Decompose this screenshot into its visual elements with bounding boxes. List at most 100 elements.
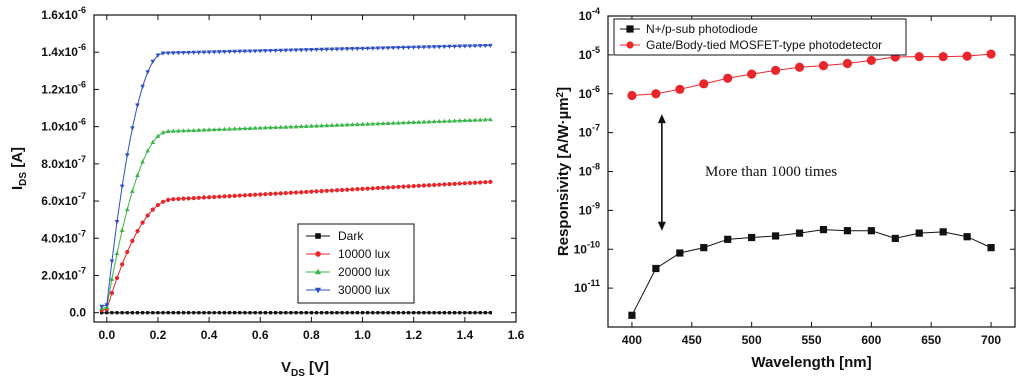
data-point [186,128,191,133]
data-point [938,52,948,62]
data-point [652,264,660,273]
y-tick-label-base: 1.0x10 [41,120,78,134]
data-point [385,120,391,125]
data-point [340,311,344,315]
y-axis-title-end: ] [555,87,572,92]
data-point [140,159,145,164]
data-point [406,120,411,125]
data-point [304,311,308,315]
data-point [345,311,349,315]
data-point [724,235,732,243]
data-point [330,311,334,315]
data-point [939,228,947,236]
data-point [411,183,416,189]
y-tick-label: 10-6 [579,84,600,101]
data-point [298,123,304,129]
data-point [866,55,876,66]
data-point [344,122,350,127]
data-point [293,124,299,129]
data-point [309,189,314,194]
y-tick-label-base: 6.0x10 [41,194,78,208]
data-point [124,206,130,212]
data-point [150,59,156,64]
data-point [212,194,217,200]
data-point [391,311,395,315]
y-axis-title-unit: [A] [9,147,26,172]
y-tick-label-exponent: -6 [78,5,86,15]
data-point [114,250,120,256]
data-point [135,311,140,315]
data-point [770,65,781,75]
data-point [355,187,360,192]
data-point [191,195,196,201]
data-point [253,311,257,315]
y-tick-label-base: 1.2x10 [41,82,78,96]
y-tick-label-exponent: -7 [78,265,86,275]
data-point [140,84,145,89]
data-point [335,311,339,315]
y-tick-label-base: 10 [579,165,593,179]
data-point [206,127,212,132]
data-point [457,118,463,123]
data-point [472,117,478,122]
data-point [100,311,104,315]
data-point [437,311,441,315]
x-axis-title-sub: DS [291,368,305,377]
data-point [488,179,493,184]
annotation-arrowhead-top [657,114,666,124]
data-point [360,311,365,315]
data-point [109,276,115,281]
series-line [631,53,992,97]
data-point [252,49,258,54]
data-point [222,311,227,315]
data-point [227,126,232,131]
y-tick-label: 10-8 [579,162,600,179]
series-0 [628,226,995,319]
series-20000-lux [99,117,493,311]
data-point [436,118,442,124]
series-line [101,45,491,307]
series-30000-lux [99,43,493,309]
legend-label: Dark [338,229,364,243]
data-point [426,183,432,188]
annotation-text: More than 1000 times [705,164,837,180]
data-point [747,69,757,79]
y-tick-label: 10-7 [579,123,600,140]
legend-box [613,18,907,56]
data-point [273,124,278,130]
data-point [119,184,125,189]
x-tick-label: 0.8 [303,328,320,342]
data-point [211,50,217,55]
data-point [401,120,406,125]
data-point [314,47,319,53]
data-point [120,311,124,315]
data-point [283,124,289,129]
data-point [723,73,733,83]
data-point [417,311,421,315]
data-point [125,311,129,315]
data-point [478,180,483,185]
data-point [432,182,437,188]
data-point [483,180,488,185]
data-point [462,117,468,123]
data-point [146,311,150,315]
data-point [263,311,267,315]
data-point [288,124,294,129]
data-point [165,128,171,133]
data-point [334,188,340,193]
data-point [294,311,298,315]
data-point [140,311,145,315]
data-point [431,119,437,124]
data-point [237,49,243,54]
data-point [191,50,197,55]
data-point [447,118,452,123]
data-point [390,46,396,51]
y-tick-label-base: 4.0x10 [41,231,78,245]
data-point [488,43,493,49]
x-tick-label: 500 [742,333,762,347]
data-point [401,184,406,189]
data-point [426,119,432,124]
data-point [171,197,176,202]
x-tick-label: 1.6 [508,328,525,342]
